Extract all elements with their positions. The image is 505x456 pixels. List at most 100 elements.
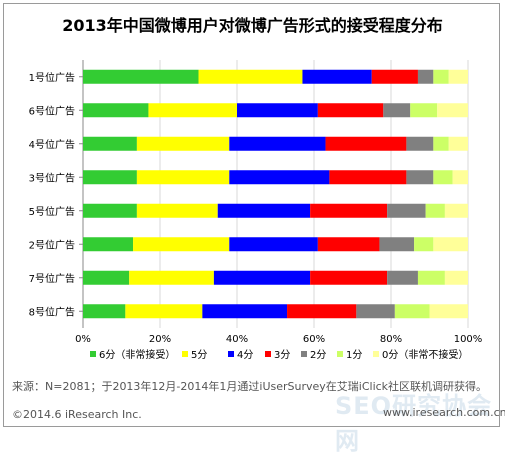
bar-segment [329, 170, 407, 185]
bar-segment [437, 103, 468, 118]
legend-label: 4分 [237, 349, 253, 361]
legend-item: 4分 [228, 349, 253, 361]
stacked-bar-chart: 1号位广告 6号位广告 4号位广告 3号位广告 5号位广告 2号位广告 7号位广告 8号位广告… [29, 60, 482, 361]
legend-swatch [373, 351, 379, 357]
legend-item: 5分 [182, 349, 207, 361]
bar-segment [356, 304, 395, 319]
website-link[interactable]: www.iresearch.com.cn [383, 406, 505, 419]
legend-label: 2分 [310, 349, 326, 361]
bar-segment [444, 203, 468, 218]
bar-segment [317, 237, 380, 252]
bar-segment [406, 170, 434, 185]
bar-row [83, 69, 468, 84]
bar-segment [198, 69, 303, 84]
bar-segment [448, 69, 468, 84]
bar-segment [136, 136, 230, 151]
bar-segment [136, 170, 230, 185]
bar-segment [125, 304, 203, 319]
legend-swatch [337, 351, 343, 357]
bar-segment [414, 237, 434, 252]
x-tick-label: 60% [303, 334, 325, 345]
bar-segment [317, 103, 384, 118]
bar-segment [202, 304, 288, 319]
legend-swatch [90, 351, 96, 357]
bar-segment [148, 103, 237, 118]
bar-segment [310, 270, 388, 285]
bar-segment [452, 170, 468, 185]
bar-segment [229, 237, 318, 252]
bar-segment [433, 136, 449, 151]
source-note: 来源：N=2081；于2013年12月-2014年1月通过iUserSurvey… [12, 380, 488, 393]
legend-item: 3分 [265, 349, 290, 361]
bar-segment [83, 203, 137, 218]
bar-segment [133, 237, 230, 252]
x-tick-label: 100% [454, 334, 483, 345]
bar-segment [229, 136, 326, 151]
bars-group [83, 69, 468, 319]
bar-row [83, 237, 468, 252]
bar-segment [83, 237, 134, 252]
legend-item: 2分 [301, 349, 326, 361]
bar-segment [448, 136, 468, 151]
category-label: 8号位广告 [29, 305, 75, 318]
bar-segment [429, 304, 468, 319]
bar-segment [325, 136, 407, 151]
bar-segment [83, 103, 149, 118]
copyright: ©2014.6 iResearch Inc. [12, 408, 142, 421]
legend: 6分（非常接受） 5分 4分 3分 2分 1分 0分（非常不接受） [90, 348, 468, 361]
bar-segment [229, 170, 330, 185]
bar-segment [425, 203, 445, 218]
bar-segment [237, 103, 318, 118]
x-tick-label: 80% [380, 334, 402, 345]
bar-segment [371, 69, 418, 84]
category-label: 2号位广告 [29, 238, 75, 251]
legend-item: 0分（非常不接受） [373, 348, 468, 361]
grid-lines [82, 60, 469, 328]
chart-title: 2013年中国微博用户对微博广告形式的接受程度分布 [62, 16, 443, 35]
bar-segment [387, 270, 418, 285]
bar-segment [433, 69, 449, 84]
bar-segment [417, 69, 434, 84]
x-tick-labels: 0% 20% 40% 60% 80% 100% [75, 334, 482, 345]
bar-segment [83, 69, 199, 84]
bar-segment [433, 237, 468, 252]
bar-segment [444, 270, 468, 285]
x-tick-label: 20% [149, 334, 171, 345]
bar-row [83, 203, 468, 218]
bar-segment [410, 103, 438, 118]
bar-row [83, 136, 468, 151]
bar-segment [83, 170, 137, 185]
category-label: 5号位广告 [29, 205, 75, 218]
bar-segment [213, 270, 311, 285]
bar-row [83, 103, 468, 118]
category-label: 7号位广告 [29, 272, 75, 285]
x-tick-label: 0% [75, 334, 91, 345]
legend-item: 1分 [337, 349, 362, 361]
bar-segment [217, 203, 311, 218]
bar-segment [394, 304, 430, 319]
legend-label: 5分 [191, 349, 207, 361]
legend-swatch [182, 351, 188, 357]
x-tick-label: 40% [226, 334, 248, 345]
category-label: 4号位广告 [29, 138, 75, 151]
bar-row [83, 170, 468, 185]
legend-swatch [265, 351, 271, 357]
category-label: 6号位广告 [29, 104, 75, 117]
bar-segment [83, 270, 130, 285]
bar-segment [83, 304, 126, 319]
legend-item: 6分（非常接受） [90, 348, 175, 361]
bar-segment [302, 69, 372, 84]
legend-label: 0分（非常不接受） [382, 348, 468, 361]
bar-row [83, 304, 468, 319]
legend-label: 3分 [274, 349, 290, 361]
bar-segment [136, 203, 218, 218]
legend-swatch [301, 351, 307, 357]
category-label: 1号位广告 [29, 71, 75, 84]
category-labels: 1号位广告 6号位广告 4号位广告 3号位广告 5号位广告 2号位广告 7号位广告 8号位广告 [29, 71, 83, 318]
bar-segment [383, 103, 411, 118]
category-label: 3号位广告 [29, 171, 75, 184]
legend-label: 6分（非常接受） [99, 348, 175, 361]
bar-segment [417, 270, 445, 285]
bar-row [83, 270, 468, 285]
bar-segment [129, 270, 214, 285]
